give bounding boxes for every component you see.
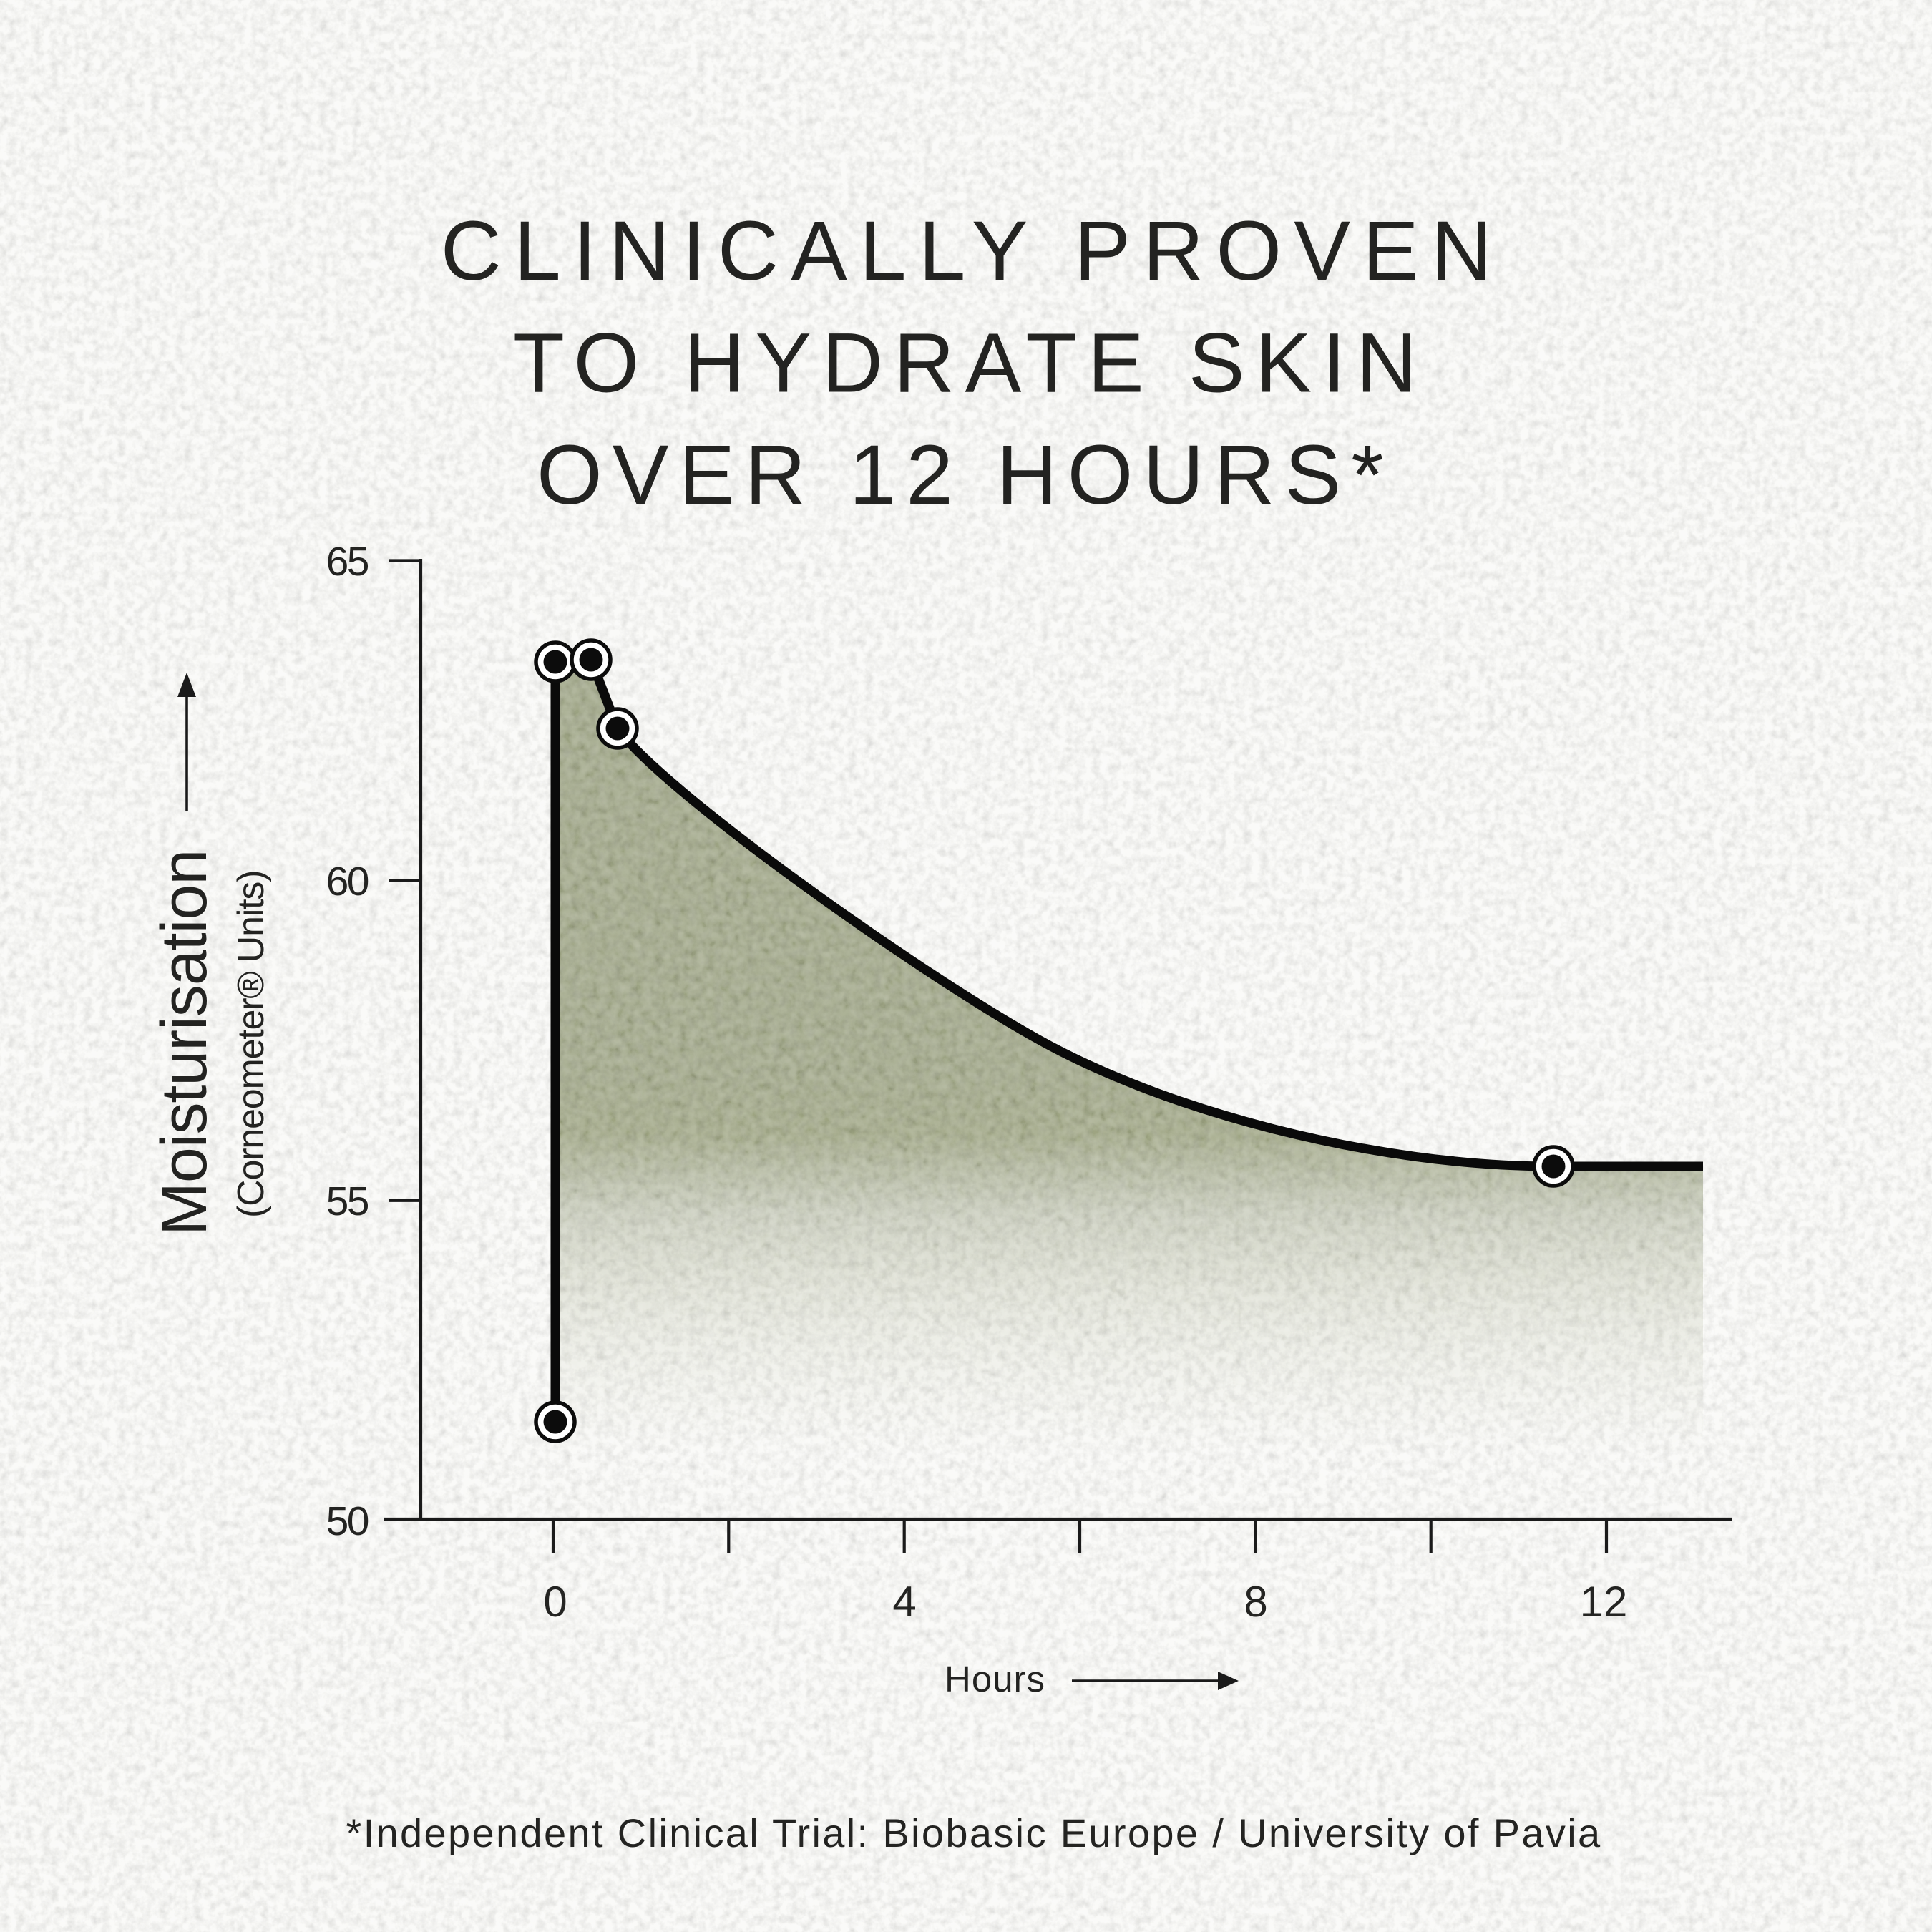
svg-text:60: 60	[326, 859, 369, 904]
svg-text:CLINICALLY PROVEN: CLINICALLY PROVEN	[441, 204, 1504, 298]
svg-text:12: 12	[1580, 1578, 1628, 1626]
svg-text:50: 50	[326, 1498, 369, 1544]
svg-text:0: 0	[543, 1578, 567, 1626]
svg-text:(Corneometer® Units): (Corneometer® Units)	[230, 871, 272, 1218]
svg-text:Hours: Hours	[945, 1659, 1045, 1699]
svg-text:65: 65	[326, 539, 369, 585]
svg-text:TO HYDRATE SKIN: TO HYDRATE SKIN	[513, 316, 1428, 411]
svg-text:Moisturisation: Moisturisation	[149, 850, 220, 1236]
svg-text:55: 55	[326, 1179, 369, 1224]
svg-text:OVER 12 HOURS*: OVER 12 HOURS*	[537, 428, 1394, 522]
svg-text:4: 4	[892, 1578, 916, 1626]
svg-text:8: 8	[1244, 1578, 1267, 1626]
svg-text:*Independent Clinical Trial: B: *Independent Clinical Trial: Biobasic Eu…	[346, 1810, 1601, 1855]
